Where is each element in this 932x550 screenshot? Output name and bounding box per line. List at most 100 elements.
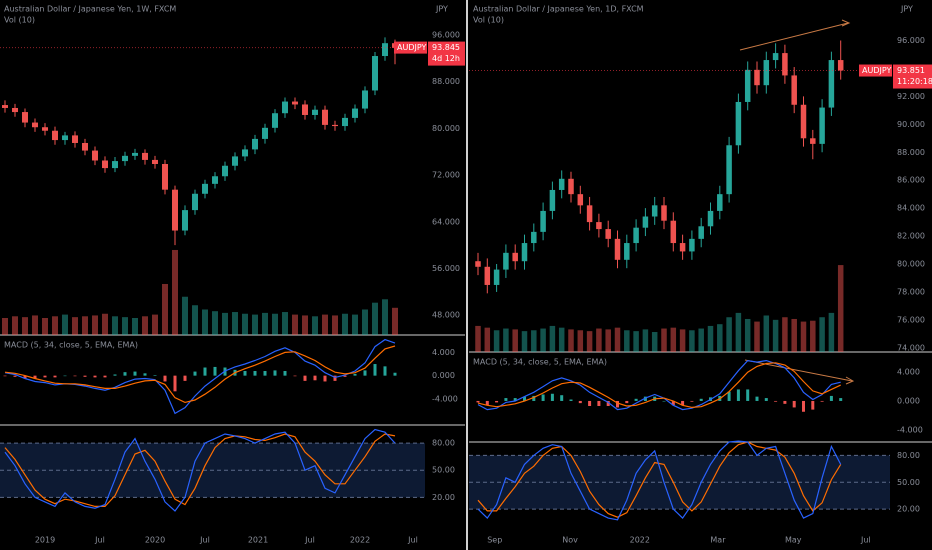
candle-body bbox=[717, 194, 723, 211]
volume-bar bbox=[262, 312, 268, 335]
macd-histogram-bar bbox=[746, 389, 750, 401]
candle-body bbox=[837, 60, 844, 71]
y-tick-label: 88.000 bbox=[432, 77, 460, 86]
macd-histogram-bar bbox=[811, 400, 815, 410]
chart-title: Australian Dollar / Japanese Yen, 1W, FX… bbox=[4, 5, 176, 14]
candle-body bbox=[633, 227, 639, 244]
macd-histogram-bar bbox=[634, 398, 638, 401]
candle-body bbox=[212, 176, 218, 184]
candle-body bbox=[162, 163, 168, 190]
price-tag-text: 93.845 bbox=[432, 43, 460, 52]
y-tick-label: 80.00 bbox=[897, 451, 920, 460]
y-tick-label: -4.000 bbox=[432, 394, 458, 403]
macd-histogram-bar bbox=[23, 375, 27, 379]
volume-bar bbox=[586, 331, 593, 352]
stoch-d-line bbox=[477, 441, 842, 518]
y-tick-label: 76.000 bbox=[897, 315, 925, 324]
currency-label: JPY bbox=[900, 5, 913, 14]
macd-histogram-bar bbox=[578, 400, 582, 404]
volume-bar bbox=[717, 324, 723, 352]
macd-histogram-bar bbox=[173, 375, 177, 392]
volume-bar bbox=[312, 316, 318, 335]
candle-body bbox=[819, 107, 825, 144]
macd-histogram-bar bbox=[541, 394, 545, 401]
stoch-k-line bbox=[477, 440, 842, 521]
volume-bar bbox=[540, 328, 546, 352]
volume-bar bbox=[689, 330, 695, 352]
macd-histogram-bar bbox=[643, 396, 647, 401]
y-tick-label: 50.00 bbox=[897, 478, 920, 487]
macd-histogram-bar bbox=[606, 400, 610, 406]
candle-body bbox=[252, 138, 258, 150]
macd-histogram-bar bbox=[783, 400, 787, 404]
y-tick-label: 20.00 bbox=[897, 505, 920, 514]
x-tick-label: Nov bbox=[562, 536, 578, 545]
candle-body bbox=[503, 252, 509, 270]
candle-body bbox=[382, 43, 388, 57]
volume-bar bbox=[182, 296, 188, 335]
y-tick-label: 0.000 bbox=[432, 371, 455, 380]
candle-body bbox=[152, 159, 158, 164]
macd-histogram-bar bbox=[293, 375, 297, 377]
macd-histogram-bar bbox=[764, 398, 768, 401]
candle-body bbox=[82, 142, 88, 151]
volume-bar bbox=[112, 316, 118, 335]
macd-histogram-bar bbox=[373, 364, 377, 376]
volume-bar bbox=[372, 302, 378, 335]
stoch-d-line bbox=[4, 433, 396, 507]
macd-histogram-bar bbox=[323, 375, 327, 382]
macd-label: MACD (5, 34, close, 5, EMA, EMA) bbox=[4, 341, 138, 350]
volume-bar bbox=[810, 320, 816, 352]
x-tick-label: Jul bbox=[94, 536, 105, 545]
x-tick-label: 2021 bbox=[248, 536, 268, 545]
macd-histogram-bar bbox=[203, 367, 207, 376]
volume-bar bbox=[800, 321, 807, 352]
candle-body bbox=[605, 229, 611, 239]
macd-histogram-bar bbox=[123, 372, 127, 376]
candle-body bbox=[42, 127, 48, 131]
stoch-k-line bbox=[4, 428, 396, 512]
candle-body bbox=[521, 243, 528, 262]
y-tick-label: 72.000 bbox=[432, 171, 460, 180]
candle-body bbox=[800, 104, 807, 139]
macd-histogram-bar bbox=[839, 398, 843, 401]
macd-histogram-bar bbox=[153, 375, 157, 376]
candle-body bbox=[332, 124, 338, 127]
volume-label: Vol (10) bbox=[4, 16, 35, 25]
macd-line bbox=[477, 359, 841, 411]
macd-histogram-bar bbox=[550, 393, 554, 401]
candle-body bbox=[763, 60, 770, 86]
candle-body bbox=[122, 155, 128, 162]
y-tick-label: 88.000 bbox=[897, 148, 925, 157]
macd-histogram-bar bbox=[597, 400, 601, 406]
macd-histogram-bar bbox=[103, 375, 107, 378]
candle-body bbox=[292, 101, 298, 105]
candle-body bbox=[651, 205, 658, 217]
macd-histogram-bar bbox=[393, 372, 397, 376]
chart-title: Australian Dollar / Japanese Yen, 1D, FX… bbox=[473, 5, 644, 14]
candle-body bbox=[698, 226, 704, 239]
candle-body bbox=[549, 189, 556, 211]
candle-body bbox=[12, 107, 18, 113]
volume-bar bbox=[62, 314, 68, 335]
macd-histogram-bar bbox=[736, 389, 740, 401]
volume-bar bbox=[512, 329, 518, 352]
macd-histogram-bar bbox=[93, 375, 97, 378]
volume-bar bbox=[242, 313, 248, 335]
candle-body bbox=[342, 117, 348, 127]
candle-body bbox=[754, 69, 760, 86]
macd-histogram-bar bbox=[333, 375, 337, 381]
x-tick-label: 2020 bbox=[145, 536, 165, 545]
volume-bar bbox=[531, 330, 537, 352]
y-tick-label: 84.000 bbox=[897, 204, 925, 213]
macd-histogram-bar bbox=[820, 400, 824, 402]
x-tick-label: Jul bbox=[304, 536, 315, 545]
candle-body bbox=[52, 130, 58, 141]
volume-bar bbox=[791, 318, 797, 352]
macd-histogram-bar bbox=[113, 374, 117, 376]
y-tick-label: 86.000 bbox=[897, 176, 925, 185]
volume-bar bbox=[22, 317, 28, 335]
volume-label: Vol (10) bbox=[473, 16, 504, 25]
candle-body bbox=[22, 112, 28, 123]
macd-histogram-bar bbox=[73, 375, 77, 377]
